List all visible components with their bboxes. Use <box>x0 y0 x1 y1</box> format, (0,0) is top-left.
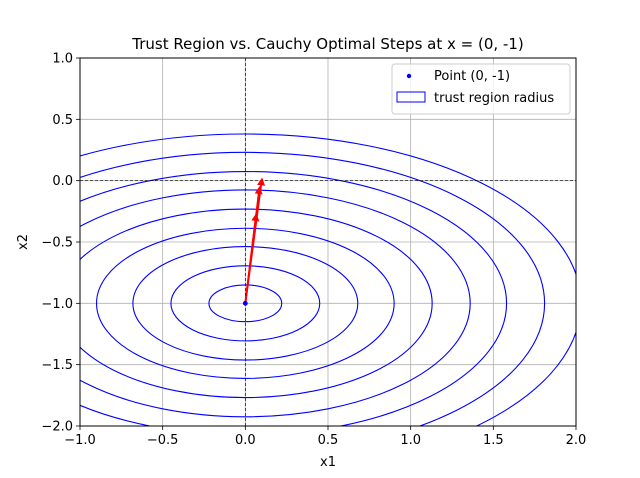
x-tick-label: −0.5 <box>147 433 179 448</box>
legend-box <box>391 63 571 115</box>
y-tick-label: 1.0 <box>52 52 73 67</box>
x-axis-ticks: −1.0 −0.5 0.0 0.5 1.0 1.5 2.0 <box>64 426 586 448</box>
point-layer <box>242 300 248 306</box>
legend-radius-swatch <box>396 91 426 103</box>
y-tick-label: −2.0 <box>41 420 73 435</box>
x-tick-label: 2.0 <box>566 433 587 448</box>
point-marker <box>242 300 248 306</box>
x-tick-label: 1.0 <box>400 433 421 448</box>
contour-line <box>80 151 546 426</box>
step-arrows <box>244 177 266 304</box>
contour-line <box>80 171 508 426</box>
x-tick-label: 1.5 <box>483 433 504 448</box>
y-tick-label: −0.5 <box>41 236 73 251</box>
chart-title: Trust Region vs. Cauchy Optimal Steps at… <box>131 35 523 53</box>
reference-lines <box>80 58 576 426</box>
x-tick-label: 0.5 <box>318 433 339 448</box>
step-arrow <box>244 177 266 304</box>
legend: Point (0, -1) trust region radius <box>391 63 571 115</box>
x-tick-label: −1.0 <box>64 433 96 448</box>
y-tick-label: 0.0 <box>52 174 73 189</box>
y-tick-label: −1.5 <box>41 358 73 373</box>
legend-point-label: Point (0, -1) <box>434 69 510 84</box>
y-axis-ticks: −2.0 −1.5 −1.0 −0.5 0.0 0.5 1.0 <box>41 52 80 435</box>
x-tick-label: 0.0 <box>235 433 256 448</box>
y-tick-label: 0.5 <box>52 113 73 128</box>
legend-point-marker <box>406 73 412 79</box>
x-axis-label: x1 <box>320 455 336 470</box>
legend-radius-label: trust region radius <box>434 91 554 106</box>
y-tick-label: −1.0 <box>41 297 73 312</box>
y-axis-label: x2 <box>16 234 31 250</box>
